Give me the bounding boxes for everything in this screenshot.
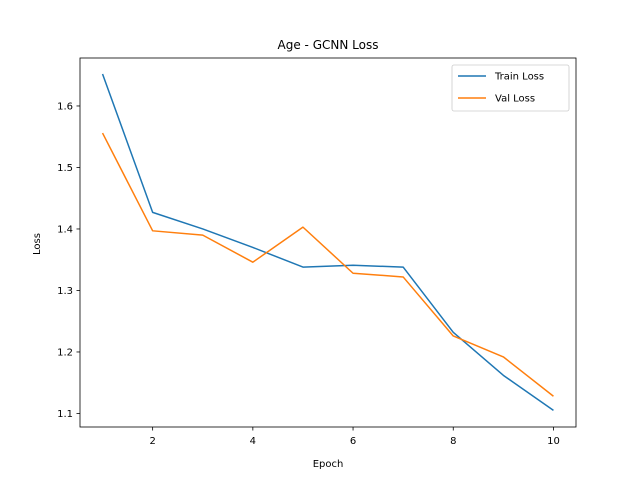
- y-axis-label: Loss: [32, 233, 43, 255]
- y-tick-label: 1.1: [57, 409, 73, 420]
- y-tick-label: 1.5: [57, 163, 73, 174]
- x-tick-label: 8: [450, 436, 456, 447]
- x-tick-label: 6: [350, 436, 356, 447]
- y-tick-label: 1.6: [57, 101, 73, 112]
- chart-title: Age - GCNN Loss: [278, 38, 379, 52]
- legend-label: Train Loss: [494, 72, 544, 83]
- y-tick-label: 1.2: [57, 347, 73, 358]
- legend-label: Val Loss: [495, 94, 535, 105]
- y-tick-label: 1.4: [57, 224, 73, 235]
- series-line-val-loss: [101, 132, 554, 397]
- x-axis-label: Epoch: [313, 459, 344, 470]
- plot-area: 2 4 6 8 10 1.1 1.2 1.3 1.4 1.5 1.6: [57, 57, 577, 447]
- y-tick-label: 1.3: [57, 286, 73, 297]
- x-tick-label: 10: [547, 436, 560, 447]
- plot-frame: [79, 57, 577, 428]
- legend: Train Loss Val Loss: [451, 64, 570, 112]
- x-tick-label: 4: [250, 436, 256, 447]
- series-line-train-loss: [101, 73, 554, 412]
- x-tick-label: 2: [149, 436, 155, 447]
